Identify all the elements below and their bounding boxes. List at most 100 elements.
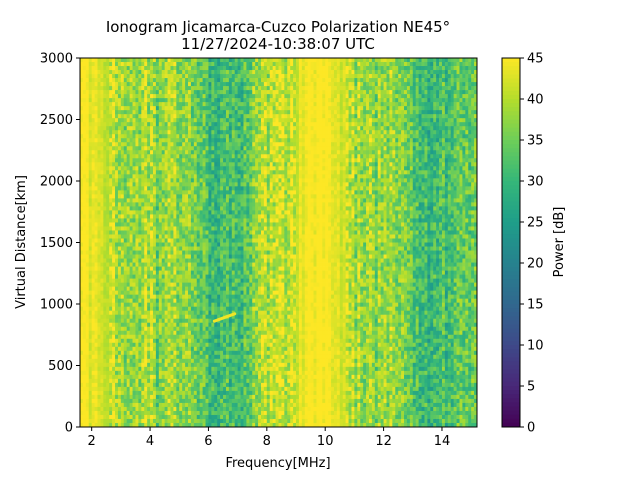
- heatmap-cell: [103, 162, 107, 167]
- heatmap-cell: [208, 134, 212, 139]
- heatmap-cell: [234, 150, 238, 155]
- heatmap-cell: [82, 418, 87, 424]
- heatmap-cell: [170, 130, 174, 135]
- heatmap-cell: [132, 94, 136, 99]
- heatmap-cell: [94, 198, 98, 203]
- heatmap-cell: [188, 258, 192, 263]
- heatmap-cell: [103, 398, 107, 404]
- heatmap-cell: [188, 94, 192, 99]
- heatmap-cell: [132, 182, 136, 187]
- heatmap-cell: [150, 226, 154, 231]
- heatmap-cell: [85, 394, 90, 400]
- heatmap-cell: [173, 322, 177, 328]
- heatmap-cell: [193, 378, 198, 384]
- heatmap-cell: [85, 102, 90, 107]
- heatmap-cell: [202, 242, 206, 247]
- heatmap-cell: [170, 98, 174, 103]
- heatmap-cell: [120, 226, 125, 231]
- heatmap-cell: [228, 130, 233, 135]
- heatmap-cell: [179, 86, 183, 91]
- heatmap-cell: [190, 382, 195, 388]
- heatmap-cell: [214, 302, 218, 308]
- heatmap-cell: [190, 422, 195, 428]
- heatmap-cell: [106, 70, 110, 75]
- heatmap-cell: [112, 394, 116, 400]
- heatmap-cell: [205, 190, 209, 195]
- heatmap-cell: [161, 198, 166, 203]
- heatmap-cell: [170, 390, 174, 396]
- heatmap-cell: [202, 158, 206, 163]
- heatmap-cell: [214, 402, 218, 408]
- heatmap-cell: [103, 406, 107, 412]
- heatmap-cell: [237, 66, 241, 71]
- heatmap-cell: [123, 322, 128, 328]
- heatmap-cell: [196, 306, 201, 312]
- heatmap-cell: [158, 298, 163, 304]
- heatmap-cell: [152, 326, 157, 332]
- heatmap-cell: [132, 366, 136, 372]
- heatmap-cell: [208, 310, 212, 316]
- heatmap-cell: [155, 242, 160, 247]
- heatmap-cell: [161, 358, 166, 364]
- heatmap-cell: [167, 394, 171, 400]
- heatmap-cell: [91, 262, 95, 267]
- heatmap-cell: [208, 162, 212, 167]
- heatmap-cell: [208, 226, 212, 231]
- heatmap-cell: [208, 62, 212, 67]
- heatmap-cell: [155, 306, 160, 312]
- heatmap-cell: [182, 266, 186, 271]
- heatmap-cell: [91, 342, 95, 348]
- heatmap-cell: [94, 166, 98, 171]
- heatmap-cell: [176, 114, 180, 119]
- heatmap-cell: [225, 234, 230, 239]
- heatmap-cell: [88, 286, 93, 291]
- heatmap-cell: [129, 374, 133, 380]
- heatmap-cell: [185, 274, 189, 279]
- heatmap-cell: [103, 394, 107, 400]
- heatmap-cell: [82, 126, 87, 131]
- heatmap-cell: [147, 334, 151, 340]
- heatmap-cell: [220, 414, 224, 420]
- heatmap-cell: [147, 202, 151, 207]
- heatmap-cell: [117, 342, 122, 348]
- heatmap-cell: [106, 74, 110, 79]
- heatmap-cell: [220, 170, 224, 175]
- heatmap-cell: [88, 182, 93, 187]
- heatmap-cell: [208, 394, 212, 400]
- heatmap-cell: [155, 386, 160, 392]
- heatmap-cell: [120, 190, 125, 195]
- heatmap-cell: [202, 82, 206, 87]
- heatmap-cell: [231, 358, 236, 364]
- heatmap-cell: [164, 314, 168, 320]
- heatmap-cell: [205, 102, 209, 107]
- heatmap-cell: [214, 306, 218, 312]
- heatmap-cell: [91, 66, 95, 71]
- heatmap-cell: [217, 226, 221, 231]
- heatmap-cell: [228, 294, 233, 299]
- heatmap-cell: [94, 102, 98, 107]
- heatmap-cell: [138, 350, 142, 356]
- heatmap-cell: [188, 78, 192, 83]
- heatmap-cell: [152, 282, 157, 287]
- heatmap-cell: [185, 186, 189, 191]
- heatmap-cell: [202, 66, 206, 71]
- heatmap-cell: [97, 202, 101, 207]
- heatmap-cell: [208, 150, 212, 155]
- heatmap-cell: [115, 130, 119, 135]
- heatmap-cell: [161, 266, 166, 271]
- heatmap-cell: [199, 294, 203, 299]
- heatmap-cell: [167, 354, 171, 360]
- heatmap-cell: [234, 402, 238, 408]
- heatmap-cell: [176, 106, 180, 111]
- heatmap-cell: [80, 86, 84, 91]
- heatmap-cell: [115, 62, 119, 67]
- heatmap-cell: [109, 330, 113, 336]
- heatmap-cell: [188, 362, 192, 368]
- heatmap-cell: [94, 370, 98, 376]
- heatmap-cell: [190, 334, 195, 340]
- heatmap-cell: [234, 162, 238, 167]
- heatmap-cell: [112, 182, 116, 187]
- heatmap-cell: [214, 394, 218, 400]
- heatmap-cell: [220, 346, 224, 352]
- heatmap-cell: [123, 222, 128, 227]
